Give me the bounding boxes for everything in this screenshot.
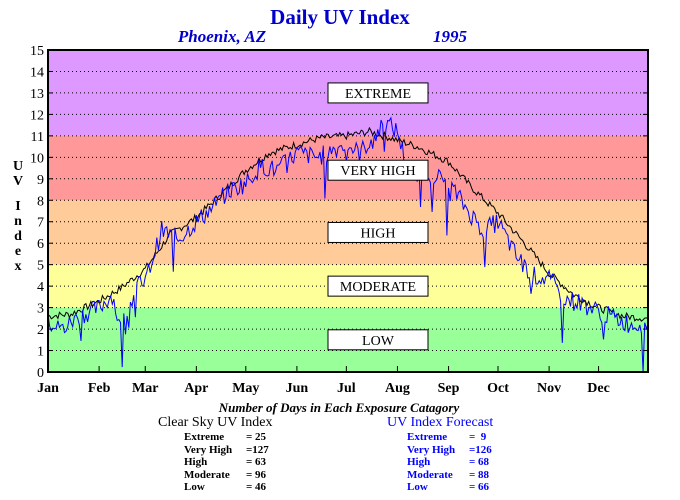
forecast-summary: UV Index Forecast Extreme = 9 Very High =12… xyxy=(387,415,493,494)
x-tick-label-apr: Apr xyxy=(184,381,208,396)
x-tick-label-sep: Sep xyxy=(438,381,460,396)
y-tick-label: 14 xyxy=(30,65,44,80)
clear_sky-row-label: High xyxy=(184,456,208,468)
band-label-box xyxy=(327,329,429,351)
y-tick-label: 12 xyxy=(30,108,44,123)
y-tick-label: 6 xyxy=(37,237,44,252)
band-label-moderate: MODERATE xyxy=(340,280,416,295)
y-axis-label-letter: V xyxy=(13,174,23,189)
clear_sky-row: High = 63 xyxy=(184,456,272,469)
y-tick-label: 3 xyxy=(37,302,44,317)
clear_sky-row-label: Very High xyxy=(184,443,233,456)
forecast-row: Extreme = 9 xyxy=(407,431,493,444)
clear_sky-row-label: Low xyxy=(184,481,205,493)
band-label-box xyxy=(327,82,429,104)
band-labels: LOW MODERATE HIGH VERY HIGH EXTREME xyxy=(327,82,429,351)
x-tick-label-jul: Jul xyxy=(337,381,356,396)
y-tick-label: 11 xyxy=(31,130,44,145)
chart-title: Daily UV Index xyxy=(270,5,410,29)
y-tick-label: 2 xyxy=(37,323,44,338)
y-axis-label-letter: e xyxy=(15,244,21,259)
x-tick-label-feb: Feb xyxy=(88,381,111,396)
clear_sky-row: Very High =127 xyxy=(184,444,272,457)
y-axis-label-letter: U xyxy=(13,159,23,174)
clear_sky-row: Low = 46 xyxy=(184,481,272,494)
clear_sky-row-value: = 25 xyxy=(246,431,267,443)
forecast-row-label: Extreme xyxy=(407,431,448,443)
forecast-row: High = 68 xyxy=(407,456,493,469)
x-tick-label-nov: Nov xyxy=(537,381,561,396)
forecast-row-value: = 88 xyxy=(469,468,490,481)
clear_sky-row-value: = 96 xyxy=(246,468,267,481)
forecast-row-value: = 66 xyxy=(469,481,490,493)
chart-location: Phoenix, AZ xyxy=(177,27,266,46)
forecast-row: Very High =126 xyxy=(407,444,493,457)
y-axis-label-letter: x xyxy=(15,259,22,274)
x-tick-labels: Jan Feb Mar Apr May Jun Jul Aug Sep Oct Nov Dec xyxy=(37,366,610,396)
plot-frame xyxy=(47,49,649,373)
summary-heading: Number of Days in Each Exposure Catagory xyxy=(218,400,460,415)
forecast-row-value: = 68 xyxy=(469,456,490,468)
chart-year: 1995 xyxy=(433,27,468,46)
clear_sky-row-label: Extreme xyxy=(184,431,225,443)
clear_sky-row-value: = 63 xyxy=(246,456,267,468)
y-tick-label: 15 xyxy=(30,44,44,59)
forecast-summary-title: UV Index Forecast xyxy=(387,415,494,430)
gridlines xyxy=(48,70,648,352)
series-line-forecast xyxy=(47,116,649,373)
series-layer xyxy=(47,116,649,373)
y-tick-label: 13 xyxy=(30,87,44,102)
x-tick-label-jan: Jan xyxy=(37,381,59,396)
forecast-row-label: Very High xyxy=(407,443,456,456)
forecast-row-label: High xyxy=(407,456,431,468)
band-label-low: LOW xyxy=(362,334,395,349)
forecast-row: Low = 66 xyxy=(407,481,493,494)
y-axis-label-letter: n xyxy=(14,214,22,229)
clear-sky-summary-title: Clear Sky UV Index xyxy=(158,415,273,430)
band-label-box xyxy=(327,221,429,243)
y-axis-label-letter: I xyxy=(15,199,20,214)
x-tick-label-may: May xyxy=(232,381,259,396)
band-label-box xyxy=(327,159,429,181)
y-tick-label: 4 xyxy=(37,280,44,295)
forecast-row-value: = 9 xyxy=(469,431,487,443)
y-tick-label: 10 xyxy=(30,151,44,166)
y-tick-label: 0 xyxy=(37,366,44,381)
forecast-row-label: Low xyxy=(407,481,428,493)
clear_sky-row-value: = 46 xyxy=(246,481,267,493)
clear_sky-row: Extreme = 25 xyxy=(184,431,272,444)
x-tick-label-oct: Oct xyxy=(487,381,509,396)
clear_sky-row-label: Moderate xyxy=(184,468,230,481)
clear_sky-row-value: =127 xyxy=(246,443,269,456)
band-label-extreme: EXTREME xyxy=(345,87,411,102)
x-tick-label-mar: Mar xyxy=(132,381,158,396)
forecast-row-value: =126 xyxy=(469,443,492,456)
y-tick-label: 1 xyxy=(37,345,44,360)
clear-sky-summary: Clear Sky UV Index Extreme = 25 Very High =… xyxy=(158,415,272,494)
clear_sky-row: Moderate = 96 xyxy=(184,469,272,482)
y-tick-label: 5 xyxy=(37,259,44,274)
x-tick-label-aug: Aug xyxy=(385,381,410,396)
y-tick-label: 8 xyxy=(37,194,44,209)
y-axis-label-letter: d xyxy=(14,229,22,244)
forecast-row: Moderate = 88 xyxy=(407,469,493,482)
band-label-high: HIGH xyxy=(361,226,396,241)
y-tick-label: 9 xyxy=(37,173,44,188)
forecast-row-label: Moderate xyxy=(407,468,453,481)
band-label-very-high: VERY HIGH xyxy=(340,164,415,179)
x-tick-label-jun: Jun xyxy=(286,381,309,396)
x-tick-label-dec: Dec xyxy=(587,381,610,396)
y-tick-label: 7 xyxy=(37,216,44,231)
band-label-box xyxy=(327,275,429,297)
